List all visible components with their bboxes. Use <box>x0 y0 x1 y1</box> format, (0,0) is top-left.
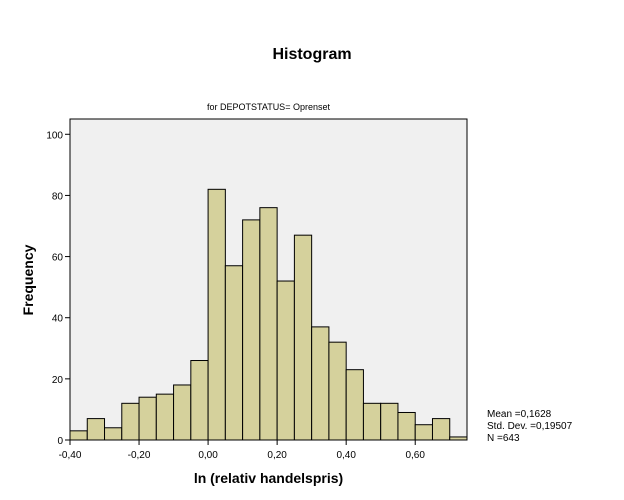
histogram-bar <box>328 341 347 441</box>
y-tick-label: 60 <box>52 253 64 264</box>
stat-n: N =643 <box>487 433 520 444</box>
histogram-bar <box>259 207 278 441</box>
bars-group <box>69 188 468 441</box>
histogram-bar <box>397 411 416 441</box>
y-tick-label: 0 <box>57 436 63 447</box>
histogram-bar <box>224 265 244 441</box>
x-axis-ticks: -0,40 -0,20 0,00 0,20 0,40 0,60 <box>59 440 425 461</box>
y-tick-label: 20 <box>52 375 64 386</box>
x-tick-label: 0,20 <box>267 450 287 461</box>
x-tick-label: -0,40 <box>59 450 82 461</box>
chart-subtitle: for DEPOTSTATUS= Oprenset <box>207 102 330 112</box>
histogram-bar <box>173 384 192 441</box>
histogram-bar <box>242 219 261 441</box>
x-tick-label: 0,60 <box>405 450 425 461</box>
histogram-bar <box>104 427 123 441</box>
histogram-bar <box>155 393 175 441</box>
histogram-bar <box>276 280 295 441</box>
histogram-bar <box>69 430 88 441</box>
histogram-bar <box>293 234 313 441</box>
stat-std-dev: Std. Dev. =0,19507 <box>487 421 573 432</box>
histogram-bar <box>362 402 382 441</box>
x-tick-label: -0,20 <box>128 450 151 461</box>
histogram-bar <box>138 396 157 441</box>
y-axis-ticks: 0 20 40 60 80 100 <box>46 130 70 447</box>
histogram-bar <box>414 424 433 441</box>
y-tick-label: 100 <box>46 130 63 141</box>
histogram-bar <box>345 369 364 441</box>
histogram-bar <box>449 436 468 441</box>
histogram-bar <box>431 418 451 441</box>
stats-box: Mean =0,1628 Std. Dev. =0,19507 N =643 <box>487 409 572 445</box>
histogram-bar <box>380 402 399 441</box>
histogram-bar <box>86 418 106 441</box>
histogram-bar <box>207 188 226 441</box>
stat-mean: Mean =0,1628 <box>487 409 552 420</box>
x-axis-label: ln (relativ handelspris) <box>193 470 344 486</box>
y-tick-label: 80 <box>52 191 64 202</box>
histogram-bar <box>121 402 140 441</box>
x-tick-label: 0,00 <box>198 450 218 461</box>
x-tick-label: 0,40 <box>336 450 356 461</box>
histogram-bar <box>311 326 330 441</box>
histogram-bar <box>190 360 209 441</box>
y-tick-label: 40 <box>52 314 64 325</box>
chart-title: Histogram <box>272 46 352 63</box>
